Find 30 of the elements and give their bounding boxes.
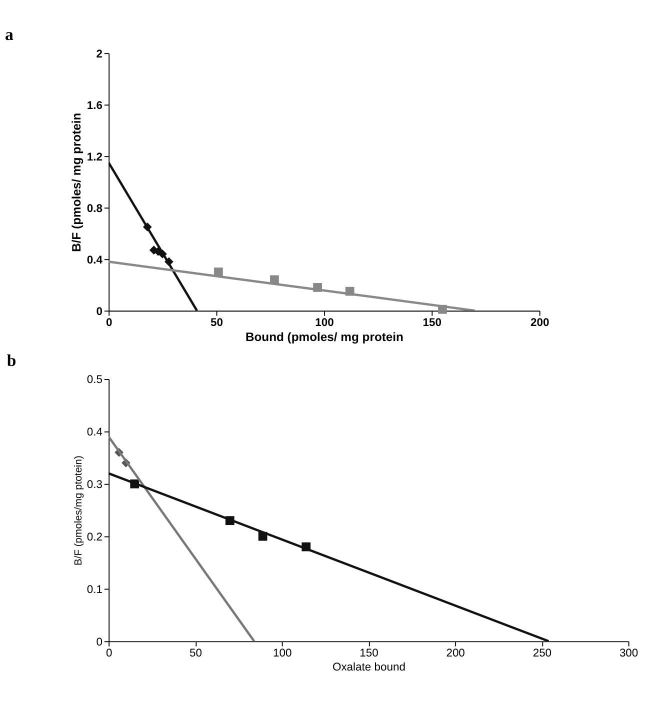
y-tick-label: 0.5 (86, 374, 103, 386)
x-tick-label: 0 (106, 648, 112, 660)
chart-title: a (4, 25, 14, 44)
chart-title: b (6, 350, 16, 370)
x-tick-label: 100 (272, 648, 292, 660)
x-tick-label: 200 (446, 648, 465, 660)
y-axis-title: B/F (pmoles/mg ptotein) (73, 456, 84, 566)
x-axis-title: Bound (pmoles/ mg protein (245, 330, 404, 344)
y-tick-label: 2 (96, 48, 103, 60)
x-tick-label: 300 (619, 648, 638, 660)
y-tick-label: 0.4 (86, 426, 103, 439)
x-tick-label: 0 (106, 317, 112, 330)
y-tick-label: 0.2 (86, 532, 103, 544)
y-tick-label: 0.8 (86, 202, 103, 215)
x-tick-label: 50 (189, 648, 202, 660)
x-tick-label: 100 (315, 317, 334, 330)
x-tick-label: 250 (532, 648, 552, 660)
y-tick-label: 0 (96, 636, 103, 648)
y-tick-label: 1.6 (86, 100, 103, 112)
x-tick-label: 150 (422, 317, 442, 330)
y-axis-title: B/F (pmoles/ mg protein (69, 112, 84, 252)
y-tick-label: 0 (96, 306, 103, 318)
y-tick-label: 0.3 (86, 479, 103, 492)
x-tick-label: 150 (360, 648, 378, 660)
x-tick-label: 50 (210, 317, 224, 330)
y-tick-label: 0.4 (86, 254, 104, 266)
y-tick-label: 1.2 (86, 151, 103, 164)
x-axis-title: Oxalate bound (332, 662, 406, 674)
y-tick-label: 0.1 (86, 584, 103, 596)
x-tick-label: 200 (530, 317, 550, 330)
